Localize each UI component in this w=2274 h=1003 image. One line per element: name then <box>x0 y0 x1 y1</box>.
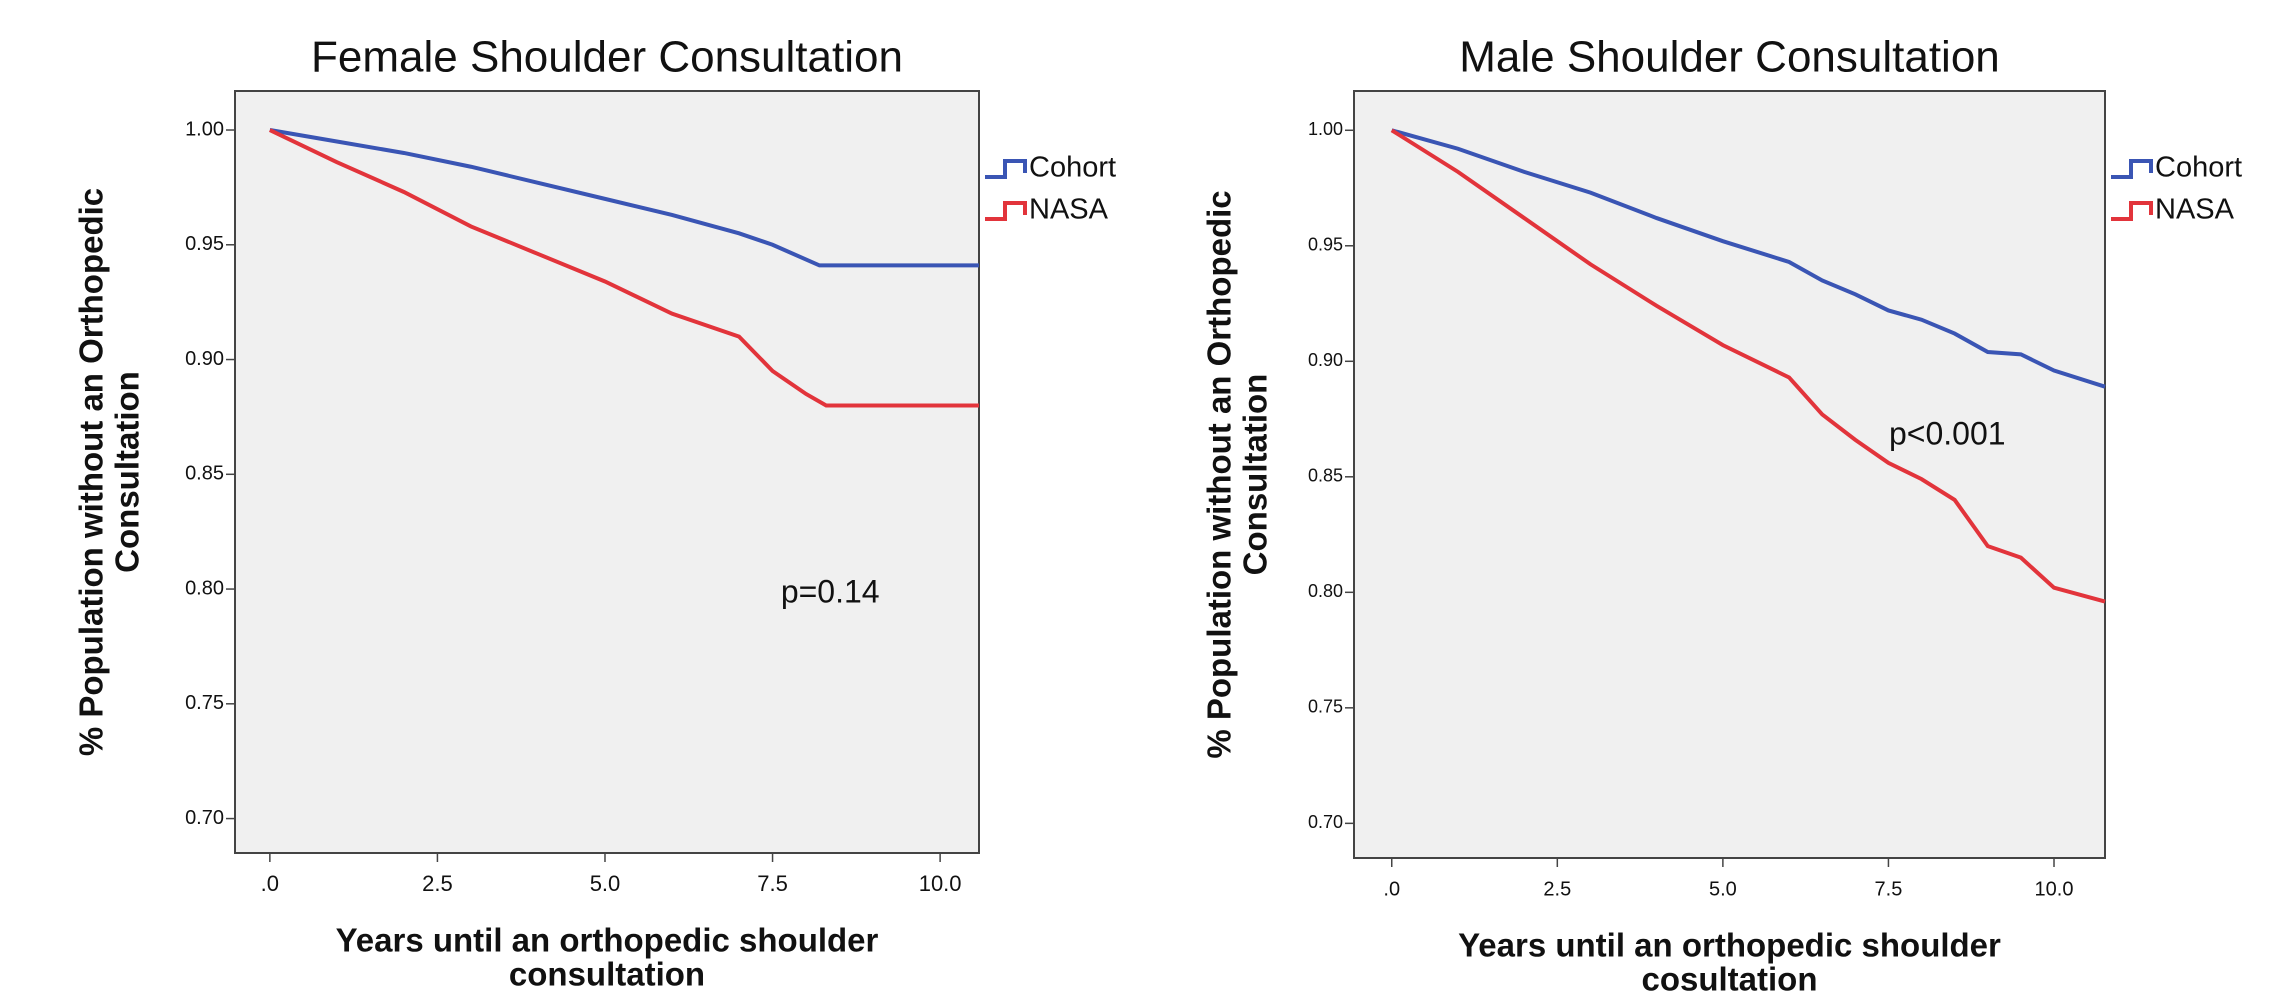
x-tick-label: .0 <box>261 871 279 896</box>
legend-symbol <box>985 159 1027 179</box>
y-tick-label: 1.00 <box>185 118 224 140</box>
y-tick-label: 0.85 <box>185 463 224 485</box>
x-tick-label: 2.5 <box>422 871 453 896</box>
survival-line <box>1390 128 2106 604</box>
y-tick-label: 0.85 <box>1308 466 1343 486</box>
x-axis-label: Years until an orthopedic shoulder <box>336 922 879 959</box>
x-axis-label: cosultation <box>1641 961 1817 998</box>
legend-label: Cohort <box>1029 152 1116 184</box>
y-tick-label: 0.90 <box>185 348 224 370</box>
x-axis-label: consultation <box>509 956 705 993</box>
survival-line <box>268 128 979 408</box>
y-tick-label: 0.70 <box>1308 812 1343 832</box>
annotation: p<0.001 <box>1889 416 2006 452</box>
x-tick-label: 5.0 <box>1709 878 1737 900</box>
x-tick-label: 2.5 <box>1543 878 1571 900</box>
chart-title: Male Shoulder Consultation <box>1459 33 2000 82</box>
x-tick-label: 7.5 <box>1875 878 1903 900</box>
y-tick-label: 0.75 <box>1308 697 1343 717</box>
y-axis-label: Consultation <box>1237 374 1274 576</box>
chart-title: Female Shoulder Consultation <box>311 33 903 82</box>
x-axis-label: Years until an orthopedic shoulder <box>1458 927 2001 964</box>
y-tick-label: 0.80 <box>1308 581 1343 601</box>
annotation: p=0.14 <box>781 573 880 609</box>
y-tick-label: 0.80 <box>185 577 224 599</box>
survival-line <box>269 128 979 268</box>
legend-symbol <box>985 201 1027 221</box>
plot-area <box>1353 90 2106 859</box>
legend-symbol <box>2111 201 2153 221</box>
y-tick-label: 1.00 <box>1308 119 1343 139</box>
x-tick-label: .0 <box>1383 878 1400 900</box>
x-tick-label: 5.0 <box>590 871 621 896</box>
plot-area <box>234 90 980 854</box>
x-tick-label: 10.0 <box>919 871 962 896</box>
y-axis-label: % Population without an Orthopedic <box>1201 190 1238 758</box>
y-tick-label: 0.70 <box>185 807 224 829</box>
survival-line <box>1391 128 2106 389</box>
y-axis-label: % Population without an Orthopedic <box>73 188 110 756</box>
y-tick-label: 0.95 <box>185 233 224 255</box>
legend-label: NASA <box>1029 194 1109 226</box>
y-tick-label: 0.95 <box>1308 235 1343 255</box>
x-tick-label: 10.0 <box>2035 878 2074 900</box>
legend-label: NASA <box>2155 194 2235 226</box>
y-tick-label: 0.90 <box>1308 350 1343 370</box>
y-tick-label: 0.75 <box>185 692 224 714</box>
legend-label: Cohort <box>2155 152 2242 184</box>
x-tick-label: 7.5 <box>757 871 788 896</box>
legend-symbol <box>2111 159 2153 179</box>
y-axis-label: Consultation <box>109 371 146 573</box>
